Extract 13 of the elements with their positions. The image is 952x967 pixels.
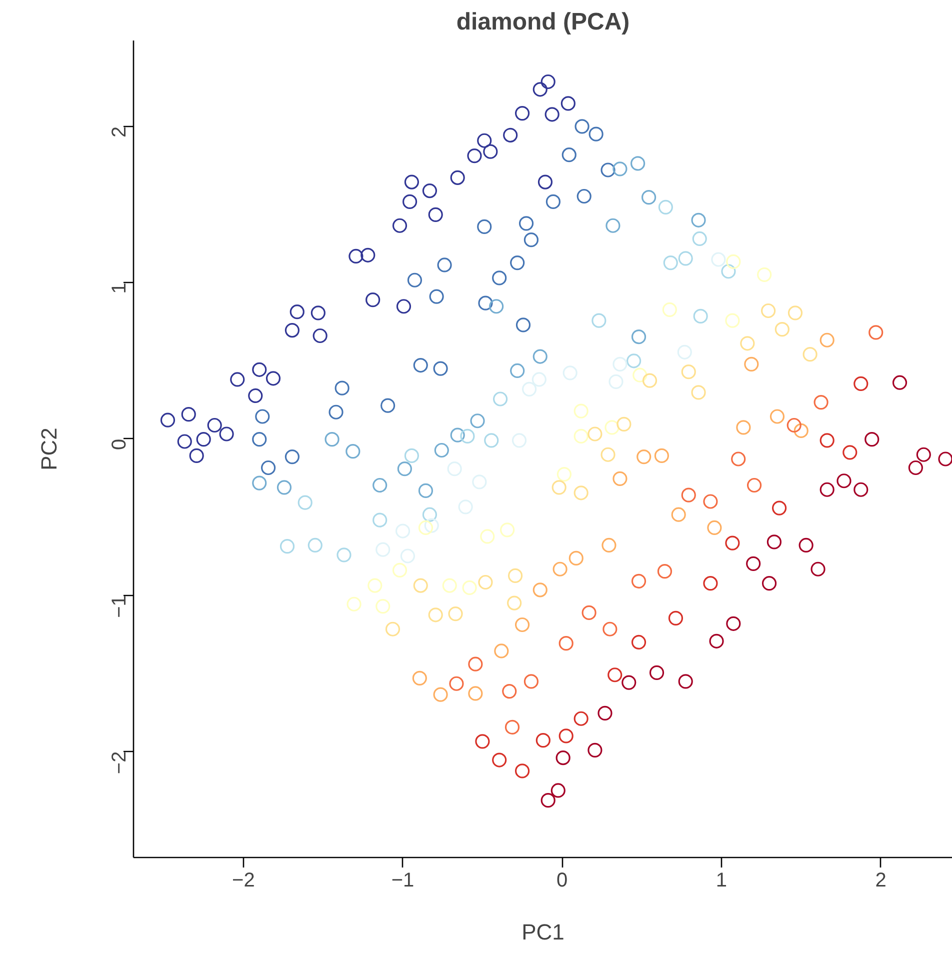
y-tick-label: 0 [108, 438, 130, 450]
y-tick-label: 1 [108, 282, 130, 294]
x-tick-label: −2 [232, 870, 255, 892]
x-tick-label: 1 [716, 870, 728, 892]
y-axis-title: PC2 [36, 428, 62, 470]
x-tick-label: 2 [875, 870, 886, 892]
chart-title: diamond (PCA) [456, 8, 630, 36]
x-tick-label: 0 [556, 870, 568, 892]
x-tick-label: −1 [391, 870, 414, 892]
x-axis-title: PC1 [522, 920, 564, 944]
y-tick-label: −1 [108, 595, 130, 618]
y-tick-label: −2 [108, 751, 130, 774]
y-tick-label: 2 [108, 126, 130, 138]
